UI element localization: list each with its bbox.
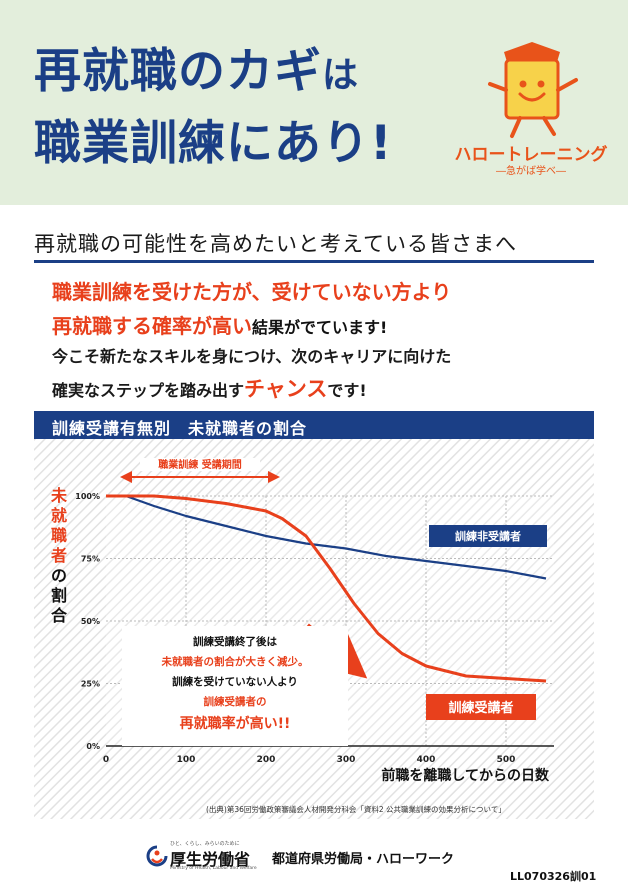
headline-line1-tail: は [322, 55, 360, 96]
office-name: 都道府県労働局・ハローワーク [272, 852, 455, 867]
audience-heading: 再就職の可能性を高めたいと考えている皆さまへ [34, 232, 517, 256]
series-line [106, 494, 547, 683]
y-axis-label-char: 合 [51, 606, 68, 625]
chart-title: 訓練受講有無別 未就職者の割合 [52, 419, 308, 438]
annotation-box [122, 626, 348, 746]
body-line2-highlight: 再就職する確率が高い [52, 314, 252, 338]
y-axis-label-char: 割 [51, 586, 67, 605]
headline-line1-main: 再就職のカギ [34, 44, 322, 99]
body-line2: 再就職する確率が高い結果がでています! [52, 310, 387, 339]
y-axis-label-char: 職 [51, 526, 67, 545]
annotation-line1: 訓練受講終了後は [193, 635, 277, 648]
x-tick-label: 200 [257, 755, 276, 765]
x-tick-label: 500 [497, 755, 516, 765]
body-line4-highlight: チャンス [244, 377, 328, 401]
y-axis-label-char: 者 [50, 546, 67, 565]
x-tick-label: 400 [417, 755, 436, 765]
y-tick-label: 0% [86, 742, 100, 751]
ministry-name: 厚生労働省 [170, 850, 251, 869]
legend-trainee-label: 訓練受講者 [448, 700, 513, 716]
x-tick-label: 0 [103, 755, 109, 765]
ministry-kana: ひと、くらし、みらいのために [170, 841, 240, 847]
y-axis-label-char: の [51, 566, 67, 585]
legend-trainee-box [426, 694, 536, 720]
y-tick-label: 25% [81, 680, 100, 689]
series-line [106, 494, 547, 580]
training-period-label-bg [140, 458, 260, 471]
annotation-line2: 未就職者の割合が大きく減少。 [161, 655, 309, 668]
body-line4: 確実なステップを踏み出すチャンスです! [52, 373, 367, 403]
body-line4-start: 確実なステップを踏み出す [52, 381, 245, 400]
chart-title-bar: 訓練受講有無別 未就職者の割合 [34, 411, 594, 439]
training-period-label: 職業訓練 受講期間 [158, 458, 241, 471]
body-line3: 今こそ新たなスキルを身につけ、次のキャリアに向けた [52, 347, 452, 366]
y-tick-label: 50% [81, 617, 100, 626]
y-axis-label-char: 就 [51, 506, 67, 525]
chart-canvas: 0 100 200 300 400 500 0% 25% 50% 75% 100% 職業訓練 受講期間… [34, 439, 594, 819]
document-code: LL070326訓01 [510, 870, 597, 883]
y-tick-label: 75% [81, 555, 100, 564]
brand-name: ハロートレーニング [454, 145, 608, 165]
body-line2-rest: 結果がでています! [252, 318, 388, 337]
headline-line2: 職業訓練にあり! [34, 116, 393, 171]
annotation-line3: 訓練を受けていない人より [172, 675, 298, 688]
audience-underline [34, 260, 594, 263]
brand-tagline: ―急がば学べ― [496, 166, 566, 177]
x-tick-label: 300 [337, 755, 356, 765]
headline-line1: 再就職のカギは [34, 48, 359, 95]
source-note: (出典)第36回労働政策審議会人材開発分科会「資料2 公共職業訓練の効果分析につ… [206, 805, 506, 814]
chart-panel: 訓練受講有無別 未就職者の割合 0 100 200 300 400 500 0% 25% 50%… [34, 411, 594, 821]
x-axis-label: 前職を離職してからの日数 [381, 767, 550, 784]
x-tick-label: 100 [177, 755, 196, 765]
hello-training-mascot-icon [488, 42, 578, 138]
mhlw-logo-icon [146, 845, 168, 867]
legend-non-trainee-label: 訓練非受講者 [455, 529, 521, 543]
y-tick-label: 100% [75, 492, 100, 501]
ministry-english: Ministry of Health, Labour and Welfare [170, 866, 257, 871]
y-axis-label-char: 未 [50, 486, 67, 505]
annotation-line4: 訓練受講者の [204, 695, 267, 708]
annotation-line5: 再就職率が高い!! [180, 715, 291, 732]
body-line1: 職業訓練を受けた方が、受けていない方より [52, 280, 452, 304]
body-line4-end: です! [327, 381, 367, 400]
legend-non-trainee-box [429, 525, 547, 547]
